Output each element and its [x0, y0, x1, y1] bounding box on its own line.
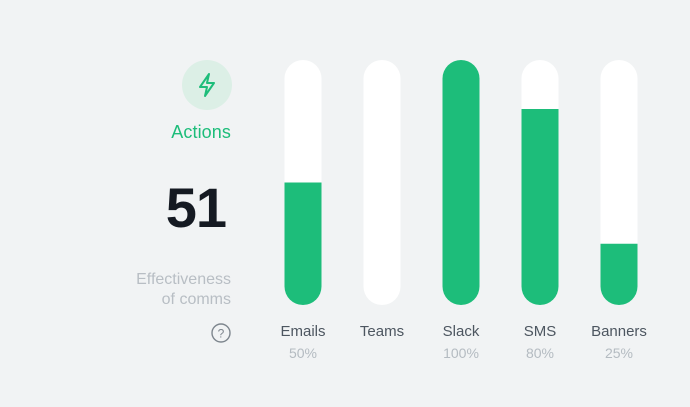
tick-label-sms: SMS — [524, 323, 557, 340]
summary-panel: Actions 51 Effectiveness of comms ? — [0, 0, 240, 407]
lightning-bolt-icon — [182, 60, 232, 110]
data-label-sms: 80% — [526, 345, 554, 361]
tick-label-banners: Banners — [591, 323, 647, 340]
caption-line-2: of comms — [161, 291, 231, 308]
tick-label-teams: Teams — [360, 323, 404, 340]
data-label-slack: 100% — [443, 345, 479, 361]
data-label-emails: 50% — [289, 345, 317, 361]
effectiveness-caption: Effectiveness of comms — [31, 270, 231, 310]
bar-slack — [442, 60, 480, 305]
data-label-banners: 25% — [605, 345, 633, 361]
svg-text:?: ? — [218, 327, 225, 341]
section-title: Actions — [171, 122, 231, 142]
caption-line-1: Effectiveness — [136, 271, 231, 288]
bar-track-teams — [363, 60, 401, 305]
question-mark-icon[interactable]: ? — [211, 323, 231, 343]
bar-sms — [521, 109, 559, 305]
bar-banners — [600, 243, 638, 305]
bar-emails — [284, 182, 322, 305]
tick-label-slack: Slack — [443, 323, 480, 340]
tick-label-emails: Emails — [280, 323, 325, 340]
actions-count: 51 — [165, 176, 227, 239]
